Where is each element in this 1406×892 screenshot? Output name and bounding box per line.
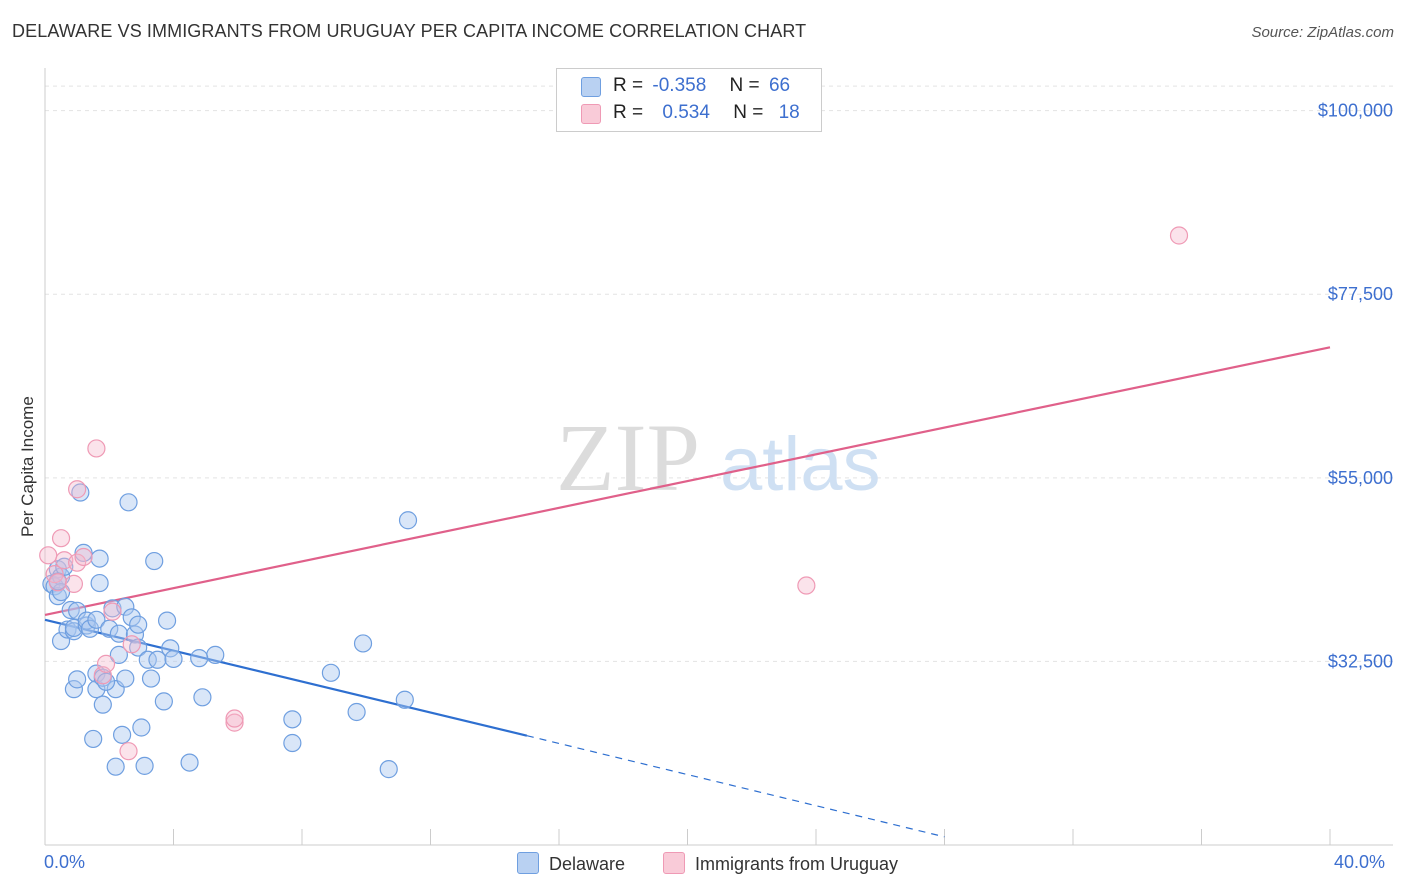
point-uruguay xyxy=(74,547,93,567)
legend-r-value: -0.358 xyxy=(652,75,707,96)
y-tick-label: $55,000 xyxy=(1328,468,1393,488)
point-delaware xyxy=(109,624,128,643)
point-delaware xyxy=(93,695,112,714)
point-delaware xyxy=(129,615,148,634)
bottom-legend-uruguay: Immigrants from Uruguay xyxy=(663,852,898,875)
point-uruguay xyxy=(51,529,71,548)
point-uruguay xyxy=(225,709,244,728)
point-delaware xyxy=(157,611,177,630)
point-delaware xyxy=(154,692,173,711)
trend-line-delaware-extension xyxy=(526,735,945,838)
point-delaware xyxy=(68,601,87,620)
bottom-legend-delaware: Delaware xyxy=(517,852,625,875)
x-axis-max-label: 40.0% xyxy=(1334,852,1386,872)
point-delaware xyxy=(193,688,212,707)
point-delaware xyxy=(283,733,302,753)
point-uruguay xyxy=(68,480,87,499)
point-uruguay xyxy=(87,439,106,458)
point-delaware xyxy=(61,600,80,620)
point-uruguay xyxy=(103,602,122,621)
point-delaware xyxy=(119,493,138,512)
legend-n-value: 66 xyxy=(768,75,791,96)
point-delaware xyxy=(164,649,183,669)
legend-n-value: 18 xyxy=(778,102,800,123)
legend-n-label: N = xyxy=(733,102,764,123)
point-uruguay xyxy=(225,713,244,732)
point-delaware xyxy=(145,551,164,571)
point-uruguay xyxy=(1169,226,1189,245)
gridlines xyxy=(45,85,1393,662)
point-delaware xyxy=(90,549,109,568)
legend-n-label: N = xyxy=(729,75,760,96)
point-uruguay xyxy=(93,666,112,685)
legend-r-label: R = xyxy=(613,102,644,123)
point-delaware xyxy=(132,718,151,737)
point-delaware xyxy=(112,725,132,744)
point-delaware xyxy=(138,650,157,669)
point-delaware xyxy=(206,645,225,664)
point-uruguay xyxy=(39,546,58,565)
watermark-atlas: atlas xyxy=(720,422,881,507)
point-delaware xyxy=(122,608,141,627)
point-delaware xyxy=(51,582,71,602)
y-tick-labels: $32,500 $55,000 $77,500 $100,000 xyxy=(1318,101,1393,672)
point-delaware xyxy=(398,511,418,530)
point-uruguay xyxy=(48,573,67,592)
legend-swatch-blue xyxy=(581,77,601,97)
y-tick-label: $32,500 xyxy=(1328,651,1393,671)
point-uruguay xyxy=(96,654,116,673)
point-delaware xyxy=(135,756,154,775)
point-delaware xyxy=(58,620,77,639)
point-delaware xyxy=(180,753,199,772)
point-delaware xyxy=(116,669,135,688)
point-delaware xyxy=(74,543,93,562)
correlation-legend: R = -0.358 N = 66 R = 0.534 N = 18 xyxy=(556,68,822,132)
bottom-legend-swatch-blue xyxy=(517,852,539,874)
point-delaware xyxy=(51,631,71,651)
point-delaware xyxy=(321,663,341,682)
point-delaware xyxy=(106,757,125,776)
trend-line-uruguay xyxy=(44,346,1331,616)
point-delaware xyxy=(141,669,161,688)
chart-title: DELAWARE VS IMMIGRANTS FROM URUGUAY PER … xyxy=(12,21,807,41)
point-delaware xyxy=(77,616,96,635)
point-delaware xyxy=(87,610,106,629)
source-label: Source: ZipAtlas.com xyxy=(1251,24,1394,41)
legend-r-label: R = xyxy=(613,75,644,96)
y-tick-label: $77,500 xyxy=(1328,284,1393,304)
point-delaware xyxy=(68,670,87,689)
point-delaware xyxy=(64,680,84,699)
point-delaware xyxy=(100,619,119,638)
point-delaware xyxy=(353,634,373,653)
data-points xyxy=(39,226,1189,779)
point-delaware xyxy=(80,619,100,638)
point-uruguay xyxy=(119,742,138,761)
bottom-legend-swatch-pink xyxy=(663,852,685,874)
legend-swatch-pink xyxy=(581,104,601,124)
y-tick-label: $100,000 xyxy=(1318,101,1393,121)
bottom-legend-label-delaware: Delaware xyxy=(549,854,626,874)
point-delaware xyxy=(190,649,209,668)
point-delaware xyxy=(84,729,103,749)
point-delaware xyxy=(90,573,109,593)
legend-r-value: 0.534 xyxy=(662,102,710,123)
point-delaware xyxy=(395,690,414,709)
point-uruguay xyxy=(797,576,816,595)
point-delaware xyxy=(283,710,302,729)
point-uruguay xyxy=(64,574,84,593)
bottom-legend-label-uruguay: Immigrants from Uruguay xyxy=(695,854,899,874)
watermark: ZIP atlas xyxy=(556,404,881,511)
point-uruguay xyxy=(122,635,141,654)
point-delaware xyxy=(71,483,90,502)
point-delaware xyxy=(109,645,128,664)
point-delaware xyxy=(148,650,167,669)
point-delaware xyxy=(379,760,398,779)
watermark-zip: ZIP xyxy=(556,404,700,511)
x-axis-min-label: 0.0% xyxy=(44,852,86,872)
point-delaware xyxy=(347,702,366,722)
axes xyxy=(44,68,1393,846)
point-delaware xyxy=(161,639,180,658)
